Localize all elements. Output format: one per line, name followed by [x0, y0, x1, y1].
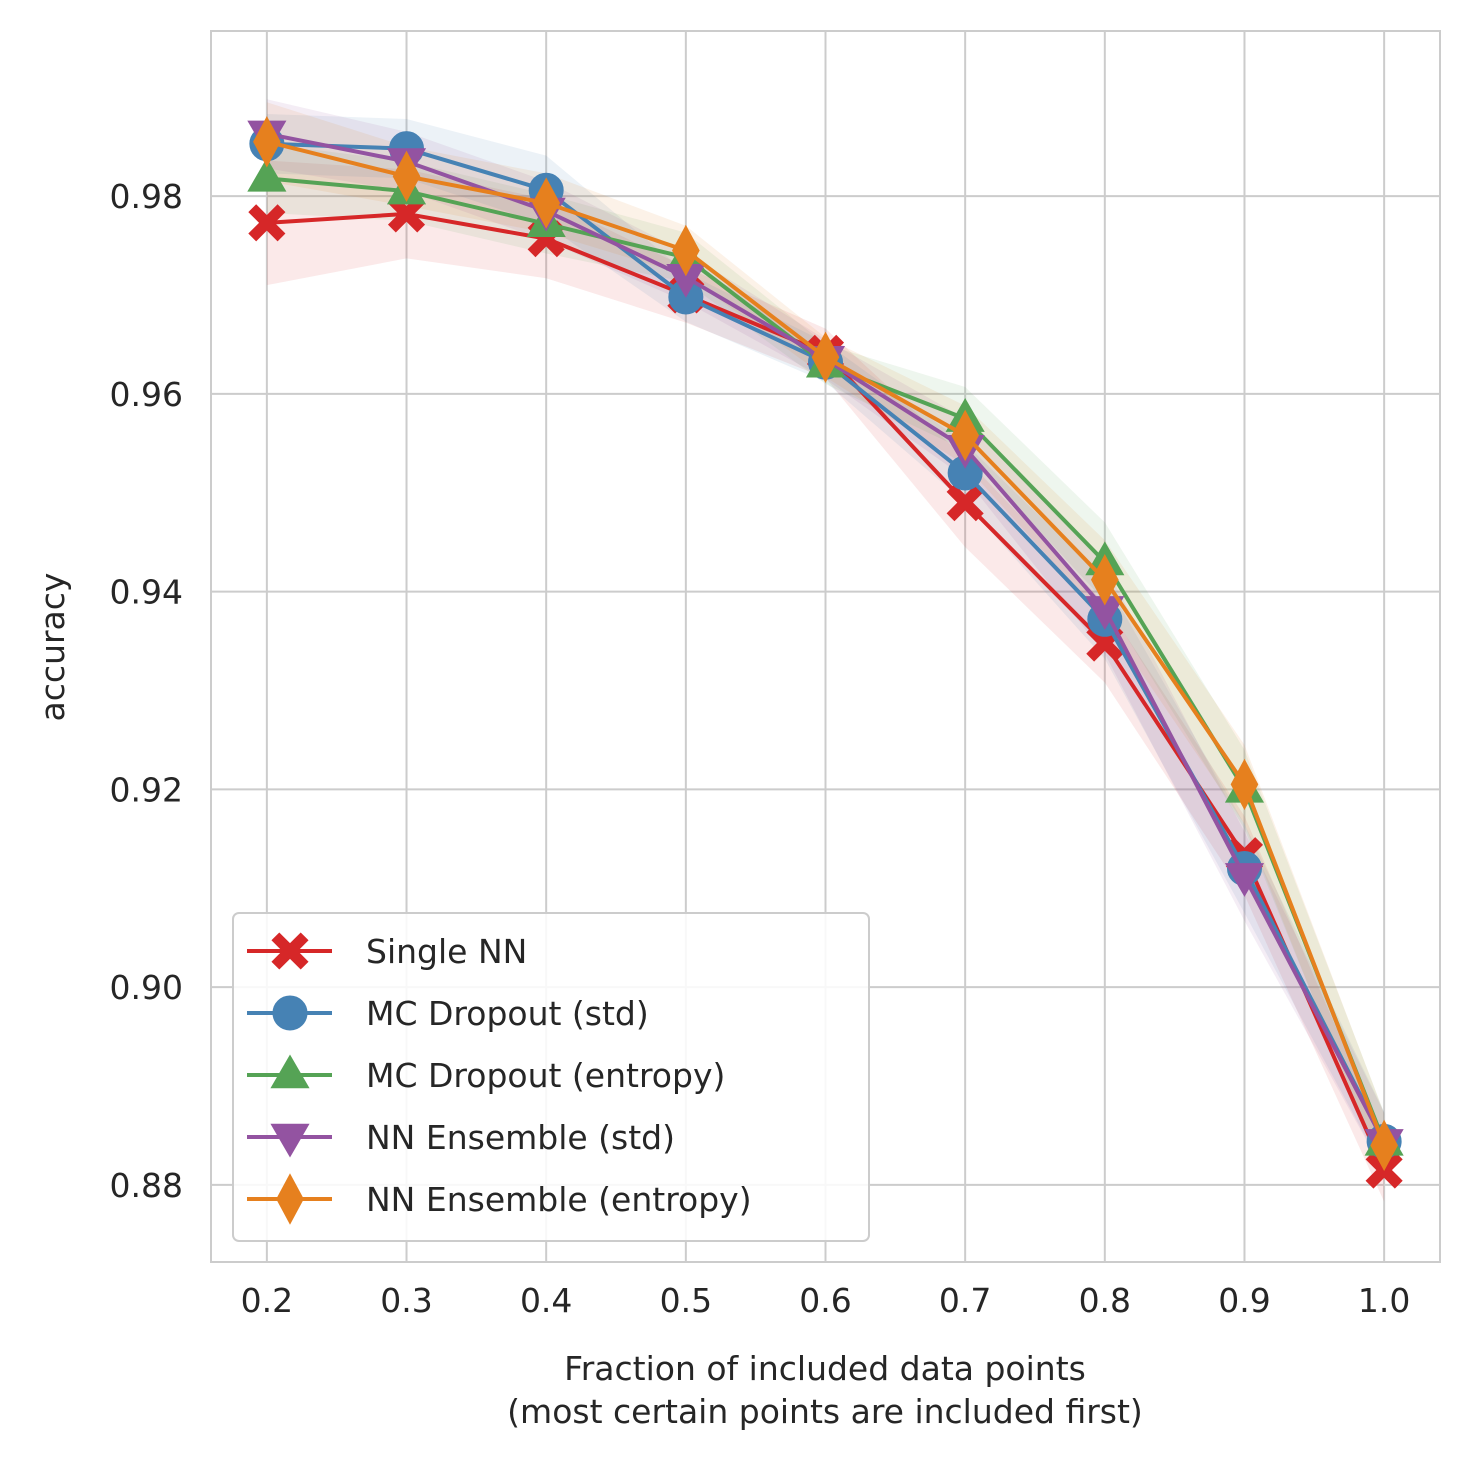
legend-marker [272, 995, 308, 1031]
y-tick-label: 0.96 [110, 375, 183, 414]
data-point [392, 150, 421, 203]
data-point [1224, 863, 1265, 897]
y-tick-label: 0.88 [110, 1166, 183, 1205]
legend-item-4: NN Ensemble (entropy) [247, 1173, 752, 1225]
data-point [951, 409, 979, 462]
legend-label: MC Dropout (entropy) [366, 1056, 725, 1095]
x-tick-label: 0.4 [520, 1281, 572, 1320]
x-tick-label: 0.3 [380, 1281, 432, 1320]
plot-frame [210, 30, 1441, 1263]
data-point [1230, 758, 1259, 811]
legend-item-2: MC Dropout (entropy) [247, 1054, 725, 1095]
legend-label: NN Ensemble (entropy) [366, 1180, 752, 1219]
y-tick-label: 0.92 [110, 770, 183, 809]
x-tick-label: 0.5 [660, 1281, 712, 1320]
data-point [811, 331, 840, 383]
data-point [1370, 1119, 1398, 1172]
x-tick-label: 0.2 [241, 1281, 293, 1320]
series-4 [253, 116, 1398, 1172]
x-tick-labels: 0.2 0.3 0.4 0.5 0.6 0.7 0.8 0.9 1.0 [241, 1281, 1411, 1320]
legend-item-1: MC Dropout (std) [247, 994, 649, 1033]
y-axis-label: accuracy [33, 573, 72, 722]
legend-marker [270, 1123, 310, 1158]
x-tick-label: 0.9 [1218, 1281, 1270, 1320]
y-tick-labels: 0.88 0.90 0.92 0.94 0.96 0.98 [110, 177, 183, 1205]
legend-marker [271, 932, 309, 970]
legend-item-0: Single NN [247, 932, 527, 971]
x-axis-label-line2: (most certain points are included first) [507, 1392, 1143, 1431]
x-tick-label: 0.6 [799, 1281, 851, 1320]
legend-label: NN Ensemble (std) [366, 1118, 675, 1157]
legend: Single NN MC Dropout (std) MC Dropout (ent… [232, 912, 870, 1242]
legend-label: Single NN [366, 932, 527, 971]
legend-item-3: NN Ensemble (std) [247, 1118, 675, 1158]
x-axis-label-line1: Fraction of included data points [564, 1349, 1086, 1388]
data-point [672, 224, 700, 277]
legend-marker [276, 1173, 304, 1225]
confidence-band-4 [266, 102, 1385, 1177]
legend-box [232, 912, 870, 1242]
x-tick-label: 0.7 [939, 1281, 991, 1320]
y-tick-label: 0.98 [110, 177, 183, 216]
data-point [532, 177, 561, 229]
x-tick-label: 0.8 [1079, 1281, 1131, 1320]
legend-marker [270, 1054, 310, 1089]
data-point [247, 157, 287, 192]
y-tick-label: 0.90 [110, 968, 183, 1007]
series-lines [247, 116, 1404, 1189]
legend-label: MC Dropout (std) [366, 994, 649, 1033]
x-tick-label: 1.0 [1358, 1281, 1410, 1320]
data-point [1090, 554, 1119, 606]
y-tick-label: 0.94 [110, 573, 183, 612]
data-point [253, 116, 281, 168]
data-point [248, 204, 286, 242]
